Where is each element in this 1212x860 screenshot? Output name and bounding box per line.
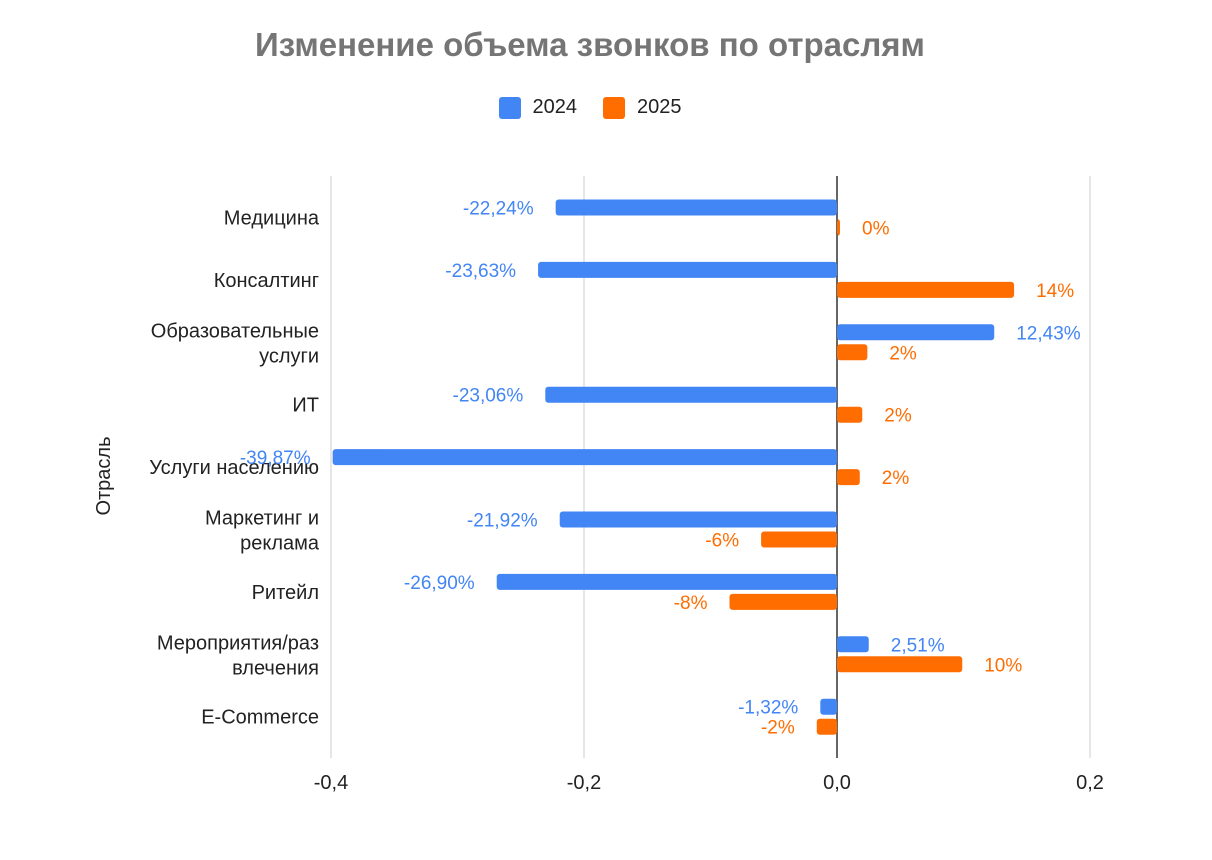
category-label: Медицина bbox=[224, 208, 320, 230]
bar-2025 bbox=[761, 531, 837, 548]
bar-2024 bbox=[545, 386, 837, 403]
x-tick-label: -0,2 bbox=[567, 772, 601, 794]
legend-label-2024: 2024 bbox=[532, 96, 578, 118]
data-label-2024: -23,63% bbox=[445, 261, 516, 282]
data-label-2025: -8% bbox=[674, 593, 708, 614]
data-label-2024: -1,32% bbox=[738, 698, 798, 719]
data-label-2025: 14% bbox=[1036, 281, 1074, 302]
bar-2025 bbox=[837, 281, 1015, 298]
data-label-2024: -22,24% bbox=[463, 199, 534, 220]
bar-2024 bbox=[496, 573, 837, 590]
bar-2024 bbox=[538, 261, 837, 278]
legend-item-2024[interactable]: 2024 bbox=[498, 96, 578, 119]
data-label-2025: 2% bbox=[884, 406, 912, 427]
data-label-2025: 0% bbox=[862, 219, 890, 240]
bar-2024 bbox=[837, 324, 995, 341]
bar-2025 bbox=[816, 718, 837, 735]
legend: 2024 2025 bbox=[0, 96, 1180, 119]
data-label-2025: -2% bbox=[761, 718, 795, 739]
legend-swatch-2025 bbox=[603, 96, 625, 119]
data-label-2024: -39,87% bbox=[240, 448, 311, 469]
x-tick-label: -0,4 bbox=[314, 772, 348, 794]
bar-2025 bbox=[837, 406, 863, 423]
data-label-2024: -26,90% bbox=[404, 573, 475, 594]
category-label: E-Commerce bbox=[201, 707, 319, 729]
legend-label-2025: 2025 bbox=[637, 96, 682, 118]
category-label: Маркетинг и bbox=[205, 508, 319, 530]
category-label: услуги bbox=[259, 345, 319, 367]
data-label-2024: 12,43% bbox=[1016, 323, 1081, 344]
data-label-2025: 2% bbox=[882, 468, 910, 489]
data-label-2024: 2,51% bbox=[891, 635, 945, 656]
bar-2024 bbox=[332, 449, 837, 466]
x-tick-label: 0,2 bbox=[1076, 772, 1104, 794]
bar-2024 bbox=[837, 636, 869, 653]
category-label: Ритейл bbox=[252, 582, 319, 604]
bar-2025 bbox=[837, 219, 840, 236]
category-label: Консалтинг bbox=[214, 270, 319, 292]
x-tick-label: 0,0 bbox=[823, 772, 851, 794]
data-label-2024: -21,92% bbox=[467, 511, 538, 532]
category-label: Услуги населению bbox=[149, 457, 319, 479]
y-axis-title: Отрасль bbox=[93, 436, 115, 515]
bar-2025 bbox=[837, 469, 860, 486]
bar-2025 bbox=[837, 656, 963, 673]
bar-2024 bbox=[555, 199, 837, 216]
data-label-2025: 10% bbox=[984, 655, 1022, 676]
legend-item-2025[interactable]: 2025 bbox=[603, 96, 682, 119]
category-label: реклама bbox=[240, 533, 320, 555]
legend-swatch-2024 bbox=[498, 96, 521, 119]
bar-2024 bbox=[820, 698, 837, 715]
data-label-2025: 2% bbox=[889, 343, 917, 364]
category-label: ИТ bbox=[292, 395, 319, 417]
data-label-2025: -6% bbox=[705, 531, 739, 552]
chart-title: Изменение объема звонков по отраслям bbox=[255, 26, 925, 63]
bar-2025 bbox=[729, 593, 837, 610]
data-label-2024: -23,06% bbox=[453, 386, 524, 407]
bar-2024 bbox=[559, 511, 837, 528]
category-label: Мероприятия/раз bbox=[157, 632, 319, 654]
bar-2025 bbox=[837, 344, 868, 361]
category-label: влечения bbox=[232, 657, 319, 679]
category-label: Образовательные bbox=[151, 320, 319, 342]
